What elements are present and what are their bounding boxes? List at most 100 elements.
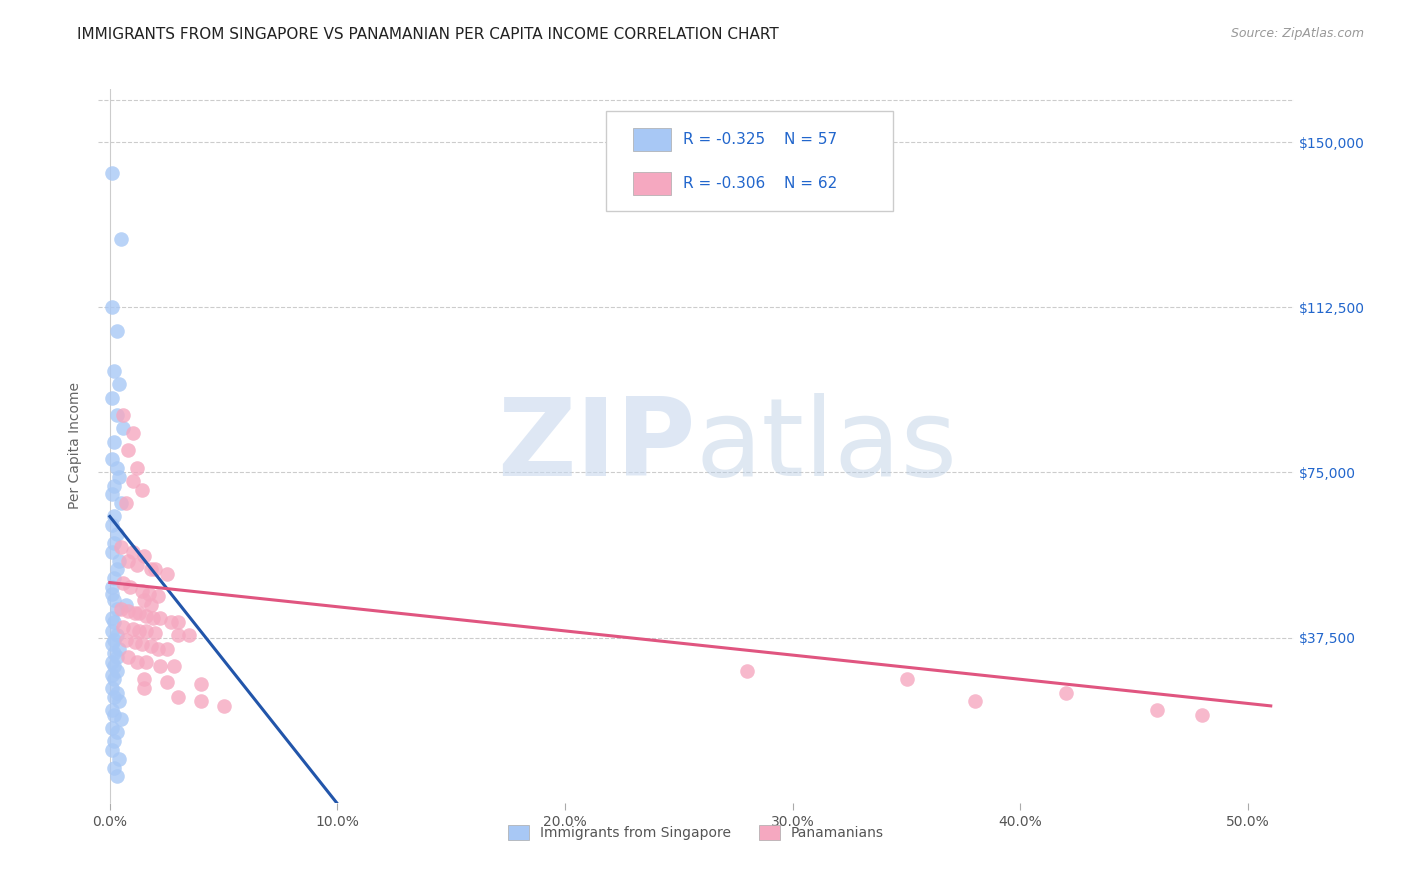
- Point: [1191, 707, 1213, 722]
- Legend: Immigrants from Singapore, Panamanians: Immigrants from Singapore, Panamanians: [502, 820, 890, 846]
- Point: [103, 646, 125, 660]
- Point: [112, 408, 135, 422]
- Point: [143, 562, 166, 576]
- Point: [114, 496, 136, 510]
- Point: [212, 698, 235, 713]
- Point: [114, 598, 136, 612]
- Point: [105, 650, 128, 665]
- Point: [132, 549, 155, 563]
- Point: [101, 452, 124, 467]
- Point: [124, 607, 146, 621]
- Point: [143, 626, 166, 640]
- Point: [105, 769, 128, 783]
- Point: [162, 659, 184, 673]
- Point: [124, 635, 146, 649]
- Point: [101, 580, 124, 594]
- Point: [105, 461, 128, 475]
- Point: [131, 637, 153, 651]
- Point: [105, 664, 128, 678]
- Point: [149, 659, 172, 673]
- Point: [121, 622, 143, 636]
- Point: [103, 673, 125, 687]
- Y-axis label: Per Capita Income: Per Capita Income: [69, 383, 83, 509]
- Point: [128, 607, 150, 621]
- Point: [117, 650, 139, 665]
- Point: [117, 604, 139, 618]
- FancyBboxPatch shape: [606, 111, 893, 211]
- Point: [112, 575, 135, 590]
- Point: [105, 602, 128, 616]
- Point: [138, 586, 160, 600]
- Point: [110, 602, 132, 616]
- Point: [120, 580, 142, 594]
- Point: [110, 496, 132, 510]
- Point: [117, 443, 139, 458]
- Point: [108, 470, 131, 484]
- Point: [127, 655, 149, 669]
- Point: [1054, 686, 1077, 700]
- Point: [108, 377, 131, 392]
- Point: [110, 232, 132, 246]
- Point: [139, 640, 162, 654]
- Point: [179, 628, 201, 642]
- Point: [101, 681, 124, 696]
- Point: [963, 694, 986, 708]
- Point: [167, 628, 190, 642]
- Text: ZIP: ZIP: [498, 393, 696, 499]
- Point: [101, 655, 124, 669]
- Text: N = 57: N = 57: [785, 132, 838, 147]
- Point: [114, 632, 136, 647]
- Point: [735, 664, 758, 678]
- Point: [132, 681, 155, 696]
- Point: [121, 545, 143, 559]
- Point: [108, 553, 131, 567]
- Point: [101, 624, 124, 638]
- Point: [108, 752, 131, 766]
- Point: [132, 593, 155, 607]
- Point: [146, 641, 169, 656]
- Point: [105, 325, 128, 339]
- Point: [103, 632, 125, 647]
- Point: [101, 487, 124, 501]
- Point: [101, 545, 124, 559]
- Point: [190, 694, 212, 708]
- Point: [156, 641, 179, 656]
- Point: [167, 615, 190, 630]
- Point: [105, 686, 128, 700]
- Point: [142, 611, 165, 625]
- Point: [101, 300, 124, 314]
- Point: [135, 608, 157, 623]
- Point: [127, 461, 149, 475]
- Point: [103, 734, 125, 748]
- Point: [101, 391, 124, 405]
- Point: [139, 562, 162, 576]
- Point: [146, 589, 169, 603]
- Point: [103, 364, 125, 378]
- Point: [108, 694, 131, 708]
- Point: [101, 668, 124, 682]
- Point: [108, 641, 131, 656]
- Text: Source: ZipAtlas.com: Source: ZipAtlas.com: [1230, 27, 1364, 40]
- Point: [101, 586, 124, 600]
- Point: [101, 166, 124, 180]
- Point: [103, 659, 125, 673]
- Point: [135, 655, 157, 669]
- FancyBboxPatch shape: [633, 128, 671, 152]
- Point: [103, 760, 125, 774]
- Point: [101, 721, 124, 735]
- Point: [101, 703, 124, 717]
- Point: [156, 674, 179, 689]
- Point: [101, 743, 124, 757]
- Text: IMMIGRANTS FROM SINGAPORE VS PANAMANIAN PER CAPITA INCOME CORRELATION CHART: IMMIGRANTS FROM SINGAPORE VS PANAMANIAN …: [77, 27, 779, 42]
- Point: [190, 677, 212, 691]
- Point: [103, 478, 125, 492]
- Point: [105, 408, 128, 422]
- Text: R = -0.306: R = -0.306: [683, 176, 765, 191]
- Point: [101, 518, 124, 533]
- Point: [103, 536, 125, 550]
- Point: [103, 571, 125, 585]
- Point: [132, 673, 155, 687]
- Point: [135, 624, 157, 638]
- Point: [110, 541, 132, 555]
- Point: [156, 566, 179, 581]
